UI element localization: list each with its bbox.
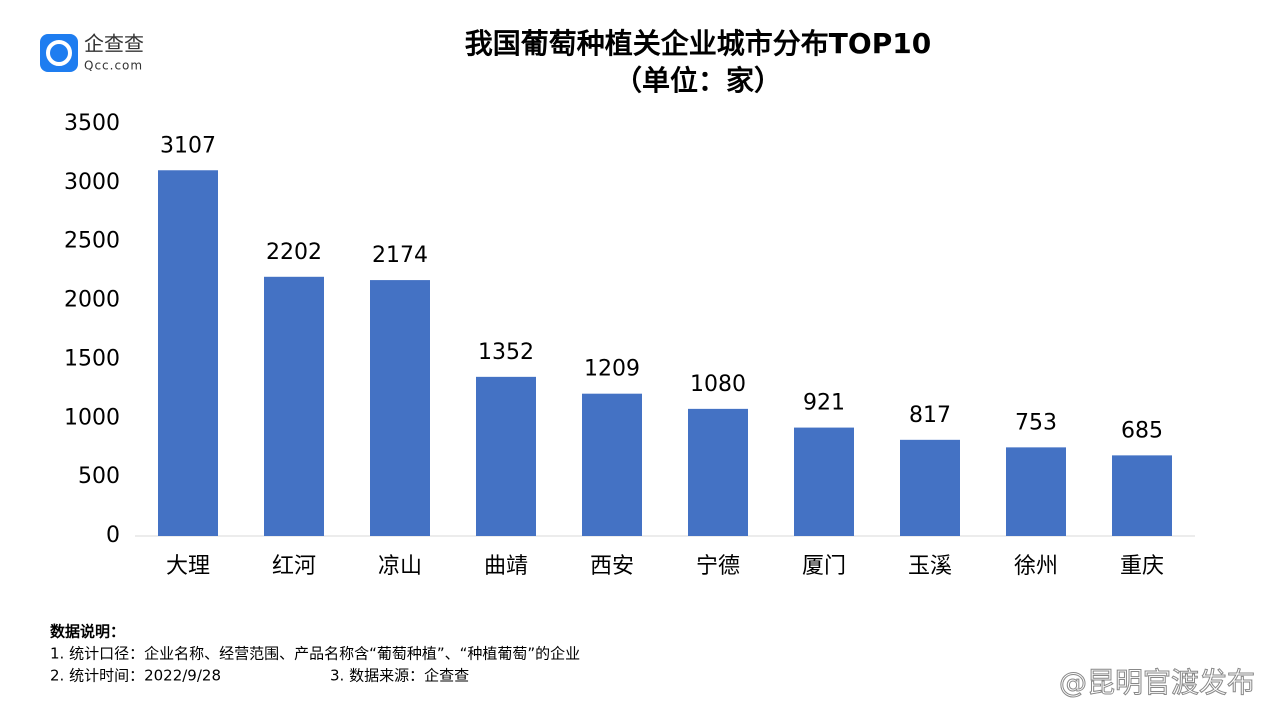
logo-icon-ring: [46, 40, 72, 66]
bar: [264, 276, 324, 536]
bar: [476, 376, 536, 536]
notes-line: 3. 数据来源：企查查: [330, 667, 469, 685]
value-label: 2174: [372, 243, 428, 268]
value-label: 921: [803, 391, 845, 416]
notes-line: 1. 统计口径：企业名称、经营范围、产品名称含“葡萄种植”、“种植葡萄”的企业: [50, 645, 580, 663]
bar: [158, 170, 218, 536]
logo-name: 企查查: [84, 32, 144, 56]
notes-heading: 数据说明：: [50, 623, 125, 641]
x-tick-label: 大理: [166, 554, 210, 579]
value-label: 1080: [690, 372, 746, 397]
value-label: 753: [1015, 410, 1057, 435]
x-tick-label: 重庆: [1120, 554, 1164, 579]
bar: [900, 439, 960, 536]
x-tick-label: 红河: [272, 554, 316, 579]
watermark: @昆明官渡发布: [1059, 666, 1255, 699]
bar: [1006, 447, 1066, 536]
y-tick-label: 0: [106, 523, 120, 548]
x-tick-label: 玉溪: [908, 554, 952, 579]
y-tick-label: 1000: [64, 405, 120, 430]
notes-line: 2. 统计时间：2022/9/28: [50, 667, 221, 685]
y-tick-label: 3000: [64, 170, 120, 195]
bar: [370, 280, 430, 536]
chart-subtitle: （单位：家）: [614, 64, 782, 97]
value-label: 2202: [266, 240, 322, 265]
y-tick-label: 2000: [64, 288, 120, 313]
value-label: 1352: [478, 340, 534, 365]
value-label: 1209: [584, 357, 640, 382]
chart-title: 我国葡萄种植关企业城市分布TOP10: [465, 27, 931, 60]
x-tick-label: 徐州: [1014, 554, 1058, 579]
bar: [1112, 455, 1172, 536]
y-tick-label: 1500: [64, 346, 120, 371]
x-tick-label: 曲靖: [484, 554, 528, 579]
x-tick-label: 宁德: [696, 554, 740, 579]
value-label: 3107: [160, 133, 216, 158]
value-label: 817: [909, 403, 951, 428]
x-tick-label: 凉山: [378, 554, 422, 579]
y-tick-label: 2500: [64, 229, 120, 254]
logo-domain: Qcc.com: [84, 59, 143, 73]
y-tick-label: 3500: [64, 111, 120, 136]
bar: [794, 427, 854, 536]
value-label: 685: [1121, 418, 1163, 443]
bar: [688, 408, 748, 536]
logo-icon: [40, 34, 78, 72]
bar: [582, 393, 642, 536]
x-tick-label: 西安: [590, 554, 634, 579]
x-tick-label: 厦门: [802, 554, 846, 579]
y-tick-label: 500: [78, 464, 120, 489]
